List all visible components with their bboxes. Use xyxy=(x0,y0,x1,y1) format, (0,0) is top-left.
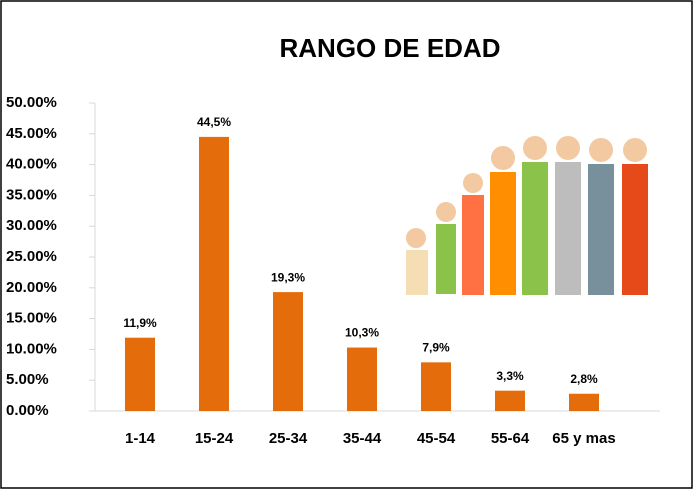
y-tick-label: 10.00% xyxy=(6,340,57,357)
y-tick-label: 50.00% xyxy=(6,94,57,111)
data-label: 7,9% xyxy=(422,341,450,355)
y-tick-label: 35.00% xyxy=(6,186,57,203)
page: {"chart_data": {"type": "bar", "title": … xyxy=(0,0,693,489)
data-label: 19,3% xyxy=(271,270,305,284)
chart: RANGO DE EDAD 0.00% 5.00% 10.00% 15.00% 20.0… xyxy=(0,0,693,489)
bar xyxy=(569,394,599,411)
data-label: 10,3% xyxy=(345,326,379,340)
x-tick-label: 65 y mas xyxy=(552,430,615,447)
data-label: 11,9% xyxy=(123,316,157,330)
bar xyxy=(199,137,229,411)
chart-title: RANGO DE EDAD xyxy=(279,33,500,63)
data-label: 2,8% xyxy=(570,372,598,386)
x-tick-label: 15-24 xyxy=(195,430,234,447)
bar xyxy=(347,348,377,411)
x-tick-label: 25-34 xyxy=(269,430,308,447)
x-tick-label: 1-14 xyxy=(125,430,156,447)
y-tick-label: 20.00% xyxy=(6,279,57,296)
data-label: 3,3% xyxy=(496,369,524,383)
x-tick-label: 45-54 xyxy=(417,430,456,447)
bar xyxy=(495,391,525,411)
y-tick-label: 45.00% xyxy=(6,125,57,142)
x-tick-label: 35-44 xyxy=(343,430,382,447)
y-tick-label: 0.00% xyxy=(6,402,49,419)
y-tick-label: 40.00% xyxy=(6,156,57,173)
bar xyxy=(273,292,303,411)
y-tick-label: 5.00% xyxy=(6,371,49,388)
y-tick-label: 25.00% xyxy=(6,248,57,265)
bar xyxy=(125,338,155,411)
y-tick-label: 30.00% xyxy=(6,217,57,234)
bar xyxy=(421,362,451,411)
x-tick-label: 55-64 xyxy=(491,430,530,447)
y-tick-label: 15.00% xyxy=(6,310,57,327)
data-label: 44,5% xyxy=(197,115,231,129)
